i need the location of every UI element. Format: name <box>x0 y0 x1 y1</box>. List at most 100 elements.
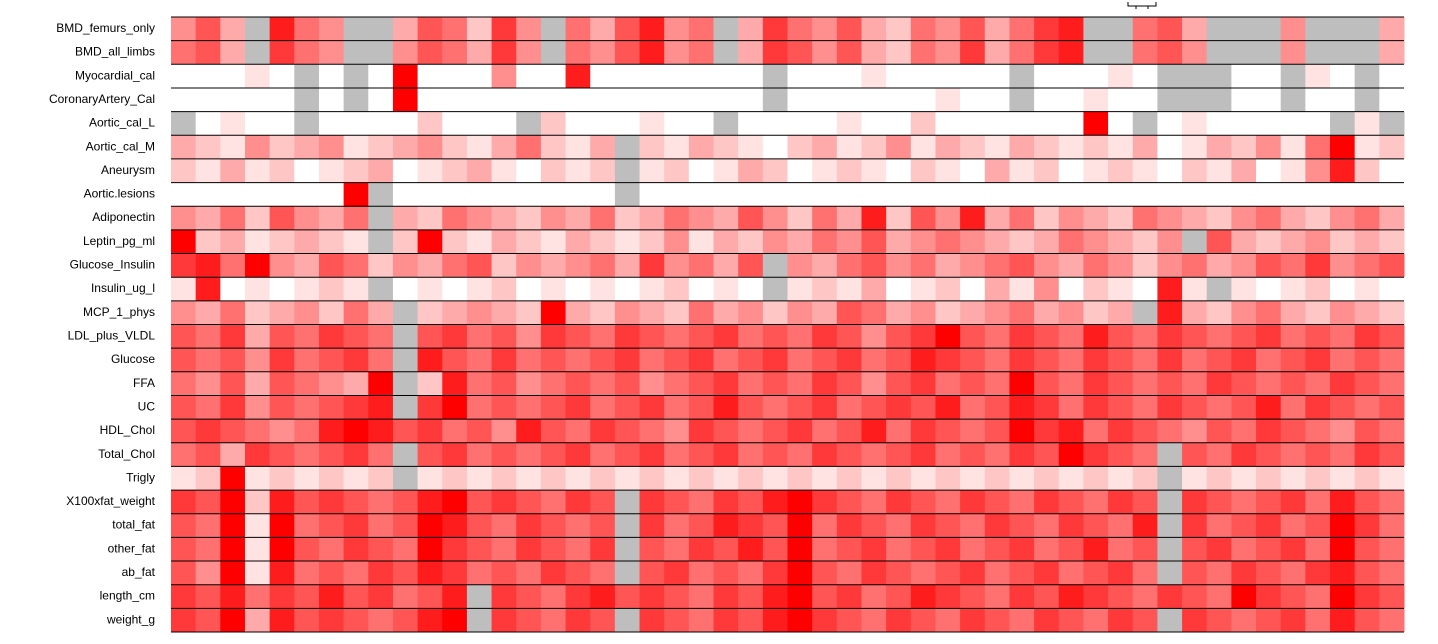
cell <box>417 64 443 88</box>
cell <box>1231 348 1257 372</box>
cell <box>171 158 197 183</box>
cell <box>392 206 419 230</box>
cell <box>516 561 542 585</box>
cell <box>1108 584 1134 609</box>
cell <box>368 64 394 88</box>
row-label: Glucose <box>111 352 155 366</box>
cell <box>1034 490 1060 514</box>
cell <box>1132 182 1158 207</box>
cell <box>1182 584 1208 609</box>
cell <box>1034 537 1060 562</box>
cell <box>1034 64 1060 88</box>
cell <box>1379 300 1405 325</box>
cell <box>1182 182 1208 207</box>
cell <box>1354 537 1380 562</box>
cell <box>1305 135 1331 159</box>
cell <box>195 17 221 41</box>
cell <box>738 40 764 65</box>
cell <box>1009 111 1035 136</box>
cell <box>1231 300 1257 325</box>
cell <box>1157 419 1183 443</box>
cell <box>1132 64 1158 88</box>
cell <box>1083 466 1109 491</box>
cell <box>565 442 591 467</box>
cell <box>1206 182 1232 207</box>
cell <box>1231 158 1257 183</box>
cell <box>565 537 591 562</box>
cell <box>1305 442 1331 467</box>
cell <box>171 64 197 88</box>
cell <box>343 348 369 372</box>
cell <box>1280 229 1306 254</box>
missing-cell <box>368 277 394 301</box>
cell <box>1182 442 1208 467</box>
cell <box>910 206 936 230</box>
cell <box>294 324 320 349</box>
cell <box>1280 584 1306 609</box>
cell <box>318 419 345 443</box>
cell <box>886 490 912 514</box>
cell <box>960 348 986 372</box>
cell <box>1108 87 1134 112</box>
cell <box>294 561 320 585</box>
cell <box>392 158 419 183</box>
cell <box>491 158 517 183</box>
missing-cell <box>392 395 419 420</box>
cell <box>171 17 197 41</box>
cell <box>861 419 887 443</box>
cell <box>368 300 394 325</box>
cell <box>1034 513 1060 538</box>
cell <box>244 182 271 207</box>
cell <box>294 229 320 254</box>
cell <box>1379 182 1405 207</box>
cell <box>1206 111 1232 136</box>
cell <box>1132 135 1158 159</box>
cell <box>1330 64 1356 88</box>
cell <box>762 419 788 443</box>
cell <box>565 277 591 301</box>
cell <box>195 584 221 609</box>
cell <box>910 17 936 41</box>
cell <box>466 537 493 562</box>
cell <box>392 584 419 609</box>
cell <box>1083 371 1109 396</box>
cell <box>442 490 468 514</box>
cell <box>836 371 862 396</box>
cell <box>491 348 517 372</box>
cell <box>516 442 542 467</box>
cell <box>738 64 764 88</box>
cell <box>861 300 887 325</box>
cell <box>244 348 271 372</box>
cell <box>664 490 690 514</box>
cell <box>614 111 641 136</box>
cell <box>516 277 542 301</box>
cell <box>1132 253 1158 278</box>
cell <box>910 561 936 585</box>
cell <box>713 229 739 254</box>
cell <box>540 419 567 443</box>
cell <box>664 40 690 65</box>
missing-cell <box>1108 40 1134 65</box>
cell <box>220 158 246 183</box>
missing-cell <box>1157 513 1183 538</box>
cell <box>812 608 838 632</box>
cell <box>738 490 764 514</box>
cell <box>1157 158 1183 183</box>
cell <box>1206 229 1232 254</box>
cell <box>984 584 1010 609</box>
cell <box>1206 300 1232 325</box>
cell <box>1330 490 1356 514</box>
cell <box>318 135 345 159</box>
cell <box>1182 158 1208 183</box>
cell <box>614 64 641 88</box>
cell <box>171 87 197 112</box>
cell <box>1132 348 1158 372</box>
row-label: Trigly <box>126 470 155 484</box>
cell <box>861 111 887 136</box>
cell <box>738 608 764 632</box>
cell <box>664 371 690 396</box>
cell <box>195 513 221 538</box>
cell <box>984 206 1010 230</box>
cell <box>1330 135 1356 159</box>
cell <box>861 135 887 159</box>
